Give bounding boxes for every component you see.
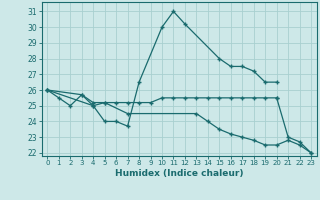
- X-axis label: Humidex (Indice chaleur): Humidex (Indice chaleur): [115, 169, 244, 178]
